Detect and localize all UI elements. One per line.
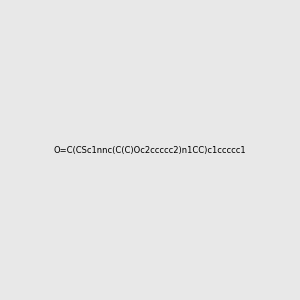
Text: O=C(CSc1nnc(C(C)Oc2ccccc2)n1CC)c1ccccc1: O=C(CSc1nnc(C(C)Oc2ccccc2)n1CC)c1ccccc1 [54, 146, 246, 154]
